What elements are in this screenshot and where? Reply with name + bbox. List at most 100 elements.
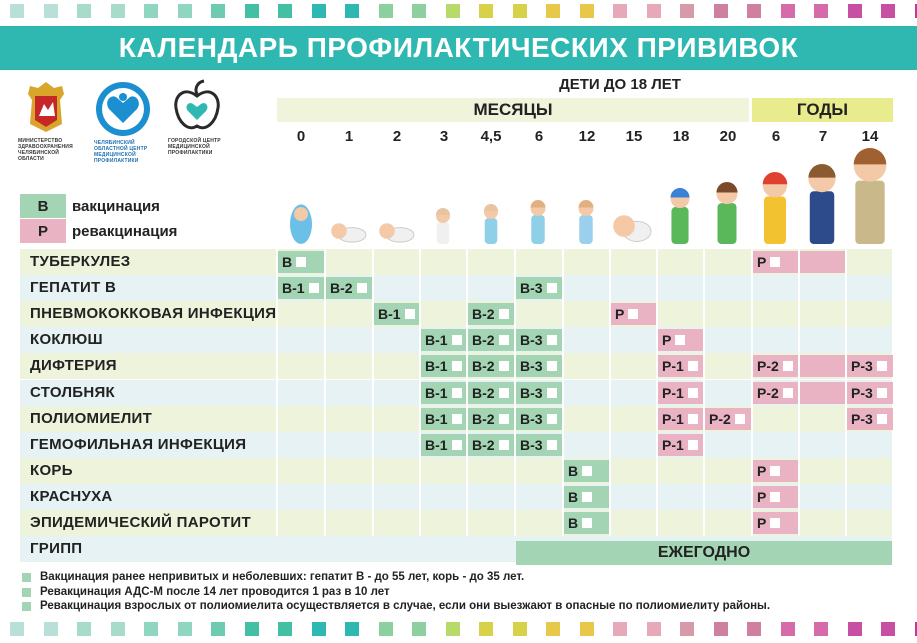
cell-code: Р bbox=[757, 254, 767, 270]
revaccination-cell: Р bbox=[753, 512, 799, 534]
decor-square bbox=[378, 622, 393, 636]
cell-code: В-2 bbox=[330, 280, 353, 297]
decor-square bbox=[177, 4, 192, 18]
checkbox-icon bbox=[687, 413, 698, 424]
decor-square bbox=[914, 622, 917, 636]
column-header: 2 bbox=[392, 128, 402, 145]
cell-code: Р bbox=[662, 332, 672, 349]
decor-square bbox=[713, 622, 728, 636]
years-band-label: ГОДЫ bbox=[796, 100, 849, 119]
decor-square bbox=[847, 622, 862, 636]
checkbox-icon bbox=[451, 335, 462, 346]
cell-code: В-2 bbox=[472, 306, 495, 323]
checkbox-icon bbox=[687, 439, 698, 450]
decor-square bbox=[445, 4, 460, 18]
disease-name: КРАСНУХА bbox=[30, 487, 113, 505]
decor-square bbox=[144, 4, 158, 18]
column-separator bbox=[703, 249, 705, 537]
cell-code: В-1 bbox=[425, 332, 448, 349]
column-header: 0 bbox=[296, 128, 306, 145]
disease-name: ПНЕВМОКОККОВАЯ ИНФЕКЦИЯ bbox=[30, 305, 277, 323]
footnote: Ревакцинация АДС-М после 14 лет проводит… bbox=[22, 586, 390, 598]
checkbox-icon bbox=[582, 491, 593, 502]
checkbox-icon bbox=[687, 387, 698, 398]
decor-square bbox=[680, 4, 694, 18]
vaccination-cell: В-2 bbox=[468, 329, 514, 352]
decor-square bbox=[747, 4, 761, 18]
checkbox-icon bbox=[546, 361, 557, 372]
checkbox-icon bbox=[451, 413, 462, 424]
child-illustration bbox=[613, 215, 652, 242]
decor-square bbox=[680, 622, 694, 636]
cell-code: В-1 bbox=[425, 384, 448, 401]
child-illustration bbox=[808, 164, 836, 244]
note-bullet bbox=[22, 601, 31, 611]
revaccination-cell: Р-1 bbox=[658, 433, 704, 456]
checkbox-icon bbox=[498, 439, 509, 450]
cell-code: В bbox=[568, 515, 579, 531]
revaccination-cell: Р-1 bbox=[658, 355, 704, 378]
decor-square bbox=[512, 622, 527, 636]
vaccination-cell: В-3 bbox=[516, 433, 562, 456]
column-header: 6 bbox=[771, 128, 781, 145]
child-illustration bbox=[436, 208, 450, 244]
table-row bbox=[20, 483, 892, 510]
cell-code: Р bbox=[757, 488, 767, 505]
cell-code: В-3 bbox=[520, 358, 543, 375]
column-header: 20 bbox=[719, 128, 737, 145]
checkbox-icon bbox=[582, 518, 593, 528]
decor-square bbox=[77, 4, 91, 18]
checkbox-icon bbox=[498, 361, 509, 372]
column-separator bbox=[751, 249, 753, 537]
legend-vaccination-label: вакцинация bbox=[72, 198, 160, 215]
child-illustration bbox=[484, 204, 498, 244]
child-illustration bbox=[331, 223, 367, 243]
disease-name: КОРЬ bbox=[30, 461, 73, 479]
decor-square bbox=[713, 4, 728, 18]
checkbox-icon bbox=[628, 309, 639, 320]
column-separator bbox=[656, 249, 658, 537]
decor-square bbox=[546, 4, 560, 18]
decor-square bbox=[244, 4, 259, 18]
disease-name: ЭПИДЕМИЧЕСКИЙ ПАРОТИТ bbox=[30, 514, 251, 531]
checkbox-icon bbox=[546, 439, 557, 450]
checkbox-icon bbox=[498, 309, 509, 320]
table-row bbox=[20, 275, 892, 302]
vaccination-cell: В-2 bbox=[468, 433, 514, 456]
checkbox-icon bbox=[876, 361, 887, 372]
vaccination-cell: В-1 bbox=[278, 277, 324, 300]
cell-code: Р-1 bbox=[662, 410, 684, 427]
decor-square bbox=[77, 622, 91, 636]
cell-code: Р-2 bbox=[757, 358, 779, 375]
cell-code: Р bbox=[757, 462, 767, 479]
legend-vaccination-swatch: В bbox=[20, 194, 66, 218]
vaccination-cell: В-1 bbox=[421, 381, 467, 404]
child-illustration bbox=[762, 172, 788, 244]
decor-square bbox=[814, 4, 828, 18]
decor-square bbox=[211, 622, 225, 636]
checkbox-icon bbox=[782, 387, 793, 398]
decor-square bbox=[479, 622, 493, 636]
checkbox-icon bbox=[308, 283, 319, 294]
column-header: 14 bbox=[861, 128, 879, 145]
cell-code: В-2 bbox=[472, 384, 495, 401]
checkbox-icon bbox=[546, 387, 557, 398]
child-illustration bbox=[716, 182, 738, 244]
cell-code: Р bbox=[757, 515, 767, 531]
decor-square bbox=[881, 4, 895, 18]
revaccination-cell: Р-3 bbox=[847, 355, 893, 378]
cell-code: В-3 bbox=[520, 332, 543, 349]
footnote: Ревакцинация взрослых от полиомиелита ос… bbox=[22, 600, 770, 612]
decor-square bbox=[412, 622, 426, 636]
child-illustration bbox=[290, 204, 312, 244]
decor-square bbox=[780, 622, 795, 636]
cell-code: Р-2 bbox=[709, 410, 731, 427]
cell-code: Р-1 bbox=[662, 358, 684, 375]
revaccination-cell: Р bbox=[658, 329, 704, 352]
column-separator bbox=[798, 249, 800, 537]
decor-square bbox=[646, 4, 661, 18]
vaccination-cell: В-1 bbox=[421, 329, 467, 352]
revaccination-cell: Р bbox=[753, 459, 799, 482]
disease-name: ПОЛИОМИЕЛИТ bbox=[30, 409, 153, 427]
checkbox-icon bbox=[734, 413, 745, 424]
